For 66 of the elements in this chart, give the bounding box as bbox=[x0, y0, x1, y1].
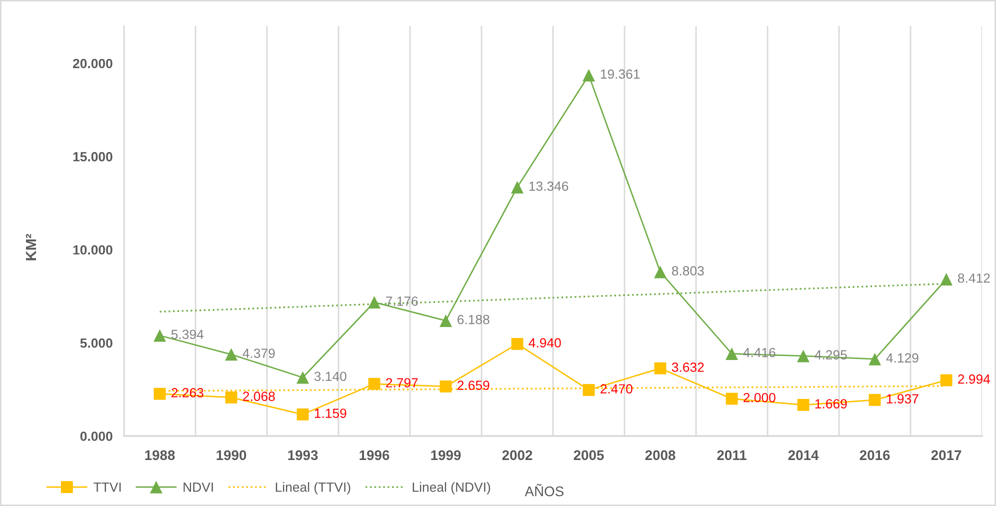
data-label: 4.379 bbox=[242, 348, 275, 358]
point bbox=[654, 266, 667, 278]
point bbox=[154, 329, 166, 342]
point bbox=[511, 338, 524, 350]
x-tick-label: 2008 bbox=[645, 450, 676, 460]
data-label: 2.994 bbox=[958, 374, 990, 384]
point bbox=[940, 272, 953, 286]
data-label: 2.000 bbox=[744, 392, 776, 402]
point bbox=[582, 384, 595, 396]
data-label: 1.937 bbox=[886, 394, 918, 404]
data-label: 4.940 bbox=[528, 338, 561, 348]
data-label: 7.176 bbox=[386, 296, 418, 306]
x-tick-label: 1988 bbox=[145, 450, 175, 460]
data-label: 1.159 bbox=[314, 408, 346, 418]
point bbox=[225, 392, 238, 404]
data-label: 2.470 bbox=[600, 384, 632, 394]
x-tick-label: 1993 bbox=[288, 450, 318, 460]
point bbox=[726, 392, 738, 405]
data-label: 5.394 bbox=[171, 330, 204, 340]
point bbox=[511, 181, 524, 194]
point bbox=[940, 374, 952, 386]
legend-label: NDVI bbox=[184, 482, 213, 492]
data-label: 2.068 bbox=[243, 392, 275, 402]
data-label: 13.346 bbox=[529, 181, 568, 191]
point bbox=[868, 394, 881, 406]
y-tick-label: 15.000 bbox=[73, 152, 112, 162]
x-tick-label: 2005 bbox=[574, 450, 604, 460]
data-label: 4.129 bbox=[886, 353, 918, 363]
x-tick-label: 2016 bbox=[860, 450, 890, 460]
point bbox=[797, 398, 810, 411]
point bbox=[440, 380, 452, 392]
data-label: 2.659 bbox=[458, 380, 490, 390]
legend-label: Lineal (NDVI) bbox=[412, 482, 490, 494]
y-tick-label: 5.000 bbox=[80, 338, 112, 348]
data-label: 3.140 bbox=[314, 372, 346, 382]
point bbox=[296, 371, 310, 384]
x-tick-label: 1999 bbox=[431, 450, 461, 460]
y-tick-label: 20.000 bbox=[72, 58, 112, 68]
point bbox=[726, 347, 738, 360]
point bbox=[440, 314, 452, 327]
point bbox=[296, 408, 309, 420]
x-axis-title: AÑOS bbox=[524, 484, 564, 496]
legend-label: TTVI bbox=[94, 482, 121, 492]
point bbox=[868, 352, 882, 366]
data-label: 8.412 bbox=[958, 273, 990, 283]
point bbox=[368, 296, 381, 309]
y-axis-title: KM² bbox=[26, 234, 36, 260]
x-tick-label: 2017 bbox=[931, 450, 962, 460]
legend-label: Lineal (TTVI) bbox=[276, 482, 350, 494]
point bbox=[797, 350, 810, 362]
point bbox=[368, 378, 380, 390]
point bbox=[225, 348, 238, 361]
x-tick-label: 1990 bbox=[216, 450, 246, 460]
x-tick-label: 2002 bbox=[502, 450, 532, 460]
point bbox=[654, 362, 666, 374]
data-label: 8.803 bbox=[672, 266, 704, 276]
x-tick-label: 1996 bbox=[360, 450, 390, 460]
data-label: 3.632 bbox=[672, 362, 704, 372]
x-tick-label: 2014 bbox=[788, 450, 819, 460]
data-label: 19.361 bbox=[600, 69, 640, 79]
y-tick-label: 10.000 bbox=[73, 245, 112, 255]
point bbox=[154, 388, 166, 400]
data-label: 6.188 bbox=[458, 314, 490, 324]
y-tick-label: 0.000 bbox=[80, 432, 112, 441]
point bbox=[582, 68, 596, 82]
x-tick-label: 2011 bbox=[717, 450, 746, 460]
